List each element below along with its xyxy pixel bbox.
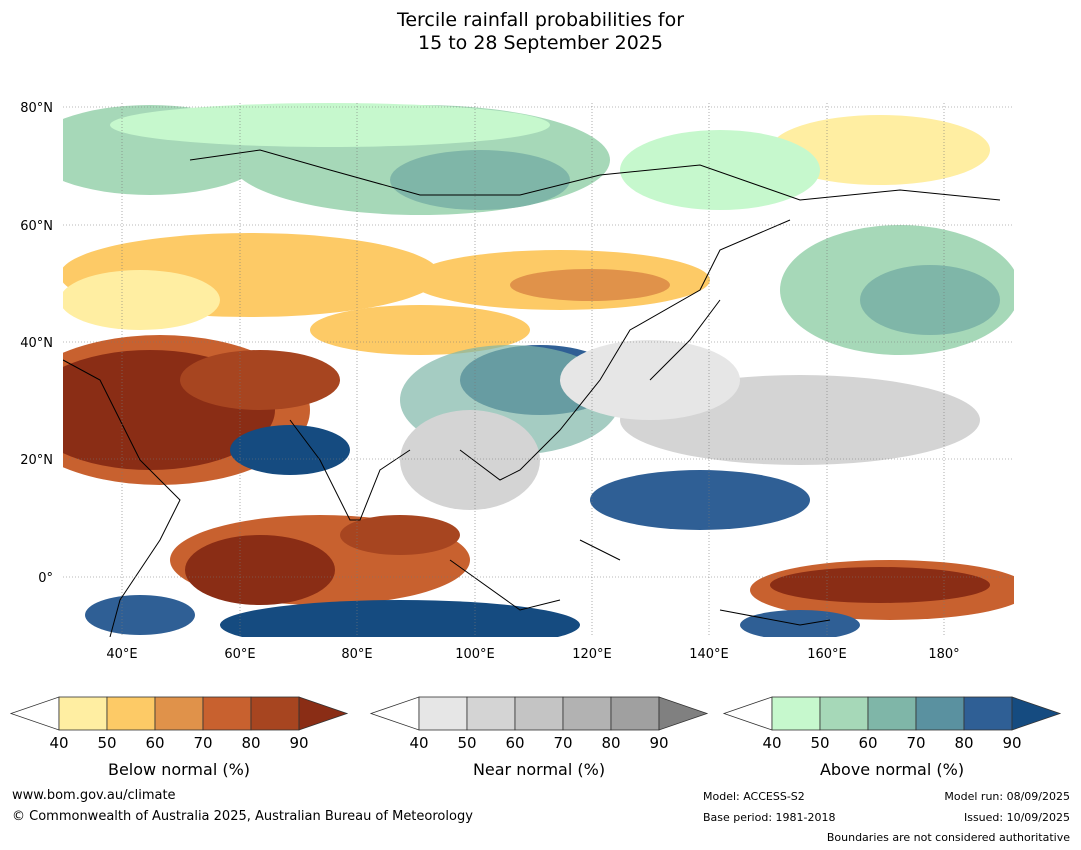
- colorbar-swatch: [154, 696, 204, 731]
- region-below-iran: [180, 350, 340, 410]
- colorbar-swatch: [562, 696, 612, 731]
- lat-label-40n: 40°N: [20, 336, 53, 351]
- colorbar-swatch: [466, 696, 516, 731]
- lat-label-0: 0°: [38, 571, 53, 586]
- colorbar-tick-label: 70: [193, 734, 212, 752]
- colorbar-upper-extension: [298, 696, 349, 731]
- issued-info: Issued: 10/09/2025: [963, 811, 1070, 824]
- website-link[interactable]: www.bom.gov.au/climate: [12, 788, 176, 803]
- colorbar-swatch: [418, 696, 468, 731]
- colorbar-lower-extension: [369, 696, 420, 731]
- colorbar-tick-label: 90: [1002, 734, 1021, 752]
- region-below-ne-siberia: [770, 115, 990, 185]
- colorbar-tick-label: 90: [289, 734, 308, 752]
- region-below-tibet: [310, 305, 530, 355]
- colorbar-swatch: [963, 696, 1013, 731]
- colorbar-tick-label: 80: [241, 734, 260, 752]
- lon-label-80e: 80°E: [341, 647, 372, 662]
- colorbar-swatch: [106, 696, 156, 731]
- gridlines: [63, 103, 1014, 637]
- region-near-normal-sea: [400, 410, 540, 510]
- colorbar-upper-extension: [658, 696, 709, 731]
- lon-label-140e: 140°E: [689, 647, 729, 662]
- colorbar-tick-label: 60: [145, 734, 164, 752]
- colorbar-swatch: [867, 696, 917, 731]
- disclaimer-text: Boundaries are not considered authoritat…: [826, 831, 1070, 844]
- colorbar-title: Near normal (%): [473, 760, 605, 779]
- map-panel: 80°N 60°N 40°N 20°N 0° 40°E 60°E 80°E 10…: [20, 101, 1014, 662]
- colorbar-tick-label: 40: [49, 734, 68, 752]
- colorbar-title: Below normal (%): [108, 760, 250, 779]
- colorbar-swatch: [610, 696, 660, 731]
- colorbar-below-normal: 40 50 60 70 80 90 Below normal (%): [9, 696, 349, 779]
- lat-label-60n: 60°N: [20, 219, 53, 234]
- colorbar-lower-extension: [722, 696, 773, 731]
- colorbar-tick-label: 70: [906, 734, 925, 752]
- region-above-south-indian-ocean: [220, 600, 580, 637]
- lon-label-60e: 60°E: [224, 647, 255, 662]
- latitude-labels: 80°N 60°N 40°N 20°N 0°: [20, 101, 53, 586]
- coastline-maritime: [449, 539, 831, 626]
- lat-label-20n: 20°N: [20, 453, 53, 468]
- colorbar-above-normal: 40 50 60 70 80 90 Above normal (%): [722, 696, 1062, 779]
- lat-label-80n: 80°N: [20, 101, 53, 116]
- copyright-text: © Commonwealth of Australia 2025, Austra…: [12, 809, 473, 824]
- region-above-philippine-sea: [590, 470, 810, 530]
- colorbar-near-normal: 40 50 60 70 80 90 Near normal (%): [369, 696, 709, 779]
- longitude-labels: 40°E 60°E 80°E 100°E 120°E 140°E 160°E 1…: [106, 647, 959, 662]
- lon-label-40e: 40°E: [106, 647, 137, 662]
- region-below-mongolia-core: [510, 269, 670, 301]
- coastline-east-asia: [459, 219, 791, 481]
- colorbar-tick-label: 40: [762, 734, 781, 752]
- colorbar-lower-extension: [9, 696, 60, 731]
- colorbar-tick-label: 50: [97, 734, 116, 752]
- colorbar-swatch: [514, 696, 564, 731]
- region-above-south-pacific: [740, 610, 860, 637]
- region-below-bay: [340, 515, 460, 555]
- colorbar-title: Above normal (%): [820, 760, 964, 779]
- map-title: Tercile rainfall probabilities for 15 to…: [0, 9, 1081, 55]
- colorbar-tick-label: 90: [649, 734, 668, 752]
- colorbar-tick-label: 70: [553, 734, 572, 752]
- colorbar-swatch: [819, 696, 869, 731]
- region-below-kazakh: [63, 270, 220, 330]
- colorbar-tick-label: 50: [457, 734, 476, 752]
- model-info: Model: ACCESS-S2: [703, 790, 805, 803]
- region-below-eq-pacific: [770, 567, 990, 603]
- colorbar-tick-label: 80: [954, 734, 973, 752]
- colorbar-legends: 40 50 60 70 80 90 Below normal (%) 40 50 60 70 80 90…: [9, 696, 1062, 779]
- colorbar-upper-extension: [1011, 696, 1062, 731]
- region-above-siberia-light: [110, 103, 550, 147]
- colorbar-swatch: [58, 696, 108, 731]
- coastline-japan: [649, 299, 721, 381]
- region-above-north-pacific-core: [860, 265, 1000, 335]
- colorbar-tick-label: 50: [810, 734, 829, 752]
- colorbar-swatch: [250, 696, 300, 731]
- colorbar-tick-label: 80: [601, 734, 620, 752]
- base-period-info: Base period: 1981-2018: [703, 811, 836, 824]
- colorbar-swatch: [771, 696, 821, 731]
- colorbar-tick-label: 40: [409, 734, 428, 752]
- region-above-arabian-sea: [230, 425, 350, 475]
- region-above-south-west: [85, 595, 195, 635]
- coastline-africa-arabia: [63, 359, 181, 637]
- title-line-2: 15 to 28 September 2025: [418, 32, 663, 54]
- lon-label-160e: 160°E: [807, 647, 847, 662]
- region-below-indian-ocean: [185, 535, 335, 605]
- lon-label-180: 180°: [928, 647, 959, 662]
- lon-label-120e: 120°E: [572, 647, 612, 662]
- colorbar-swatch: [202, 696, 252, 731]
- lon-label-100e: 100°E: [455, 647, 495, 662]
- region-above-arctic-core: [390, 150, 570, 210]
- title-line-1: Tercile rainfall probabilities for: [396, 9, 685, 31]
- colorbar-tick-label: 60: [858, 734, 877, 752]
- probability-field: [63, 103, 1014, 637]
- colorbar-swatch: [915, 696, 965, 731]
- colorbar-tick-label: 60: [505, 734, 524, 752]
- model-run-info: Model run: 08/09/2025: [944, 790, 1070, 803]
- coastline-india: [289, 419, 411, 521]
- coastline-arctic: [189, 149, 1001, 201]
